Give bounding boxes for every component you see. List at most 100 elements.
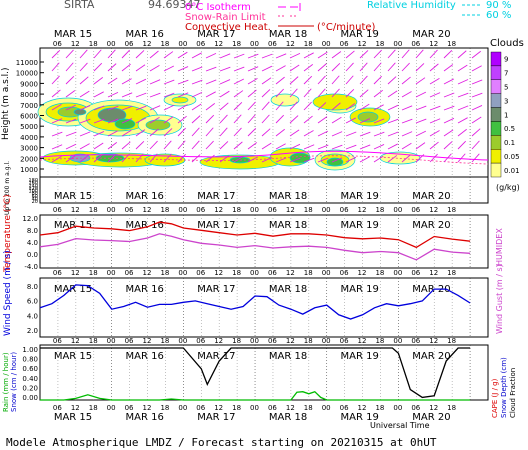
wind-arrow — [303, 101, 312, 111]
lowlevel-tick: 60 — [32, 194, 38, 200]
day-label: MAR 18 — [269, 220, 307, 231]
wind-arrow — [429, 49, 438, 59]
wind-arrow — [359, 144, 371, 150]
wind-arrow — [443, 49, 453, 59]
windspeed-tick: 6.0 — [27, 298, 38, 306]
wind-arrow — [247, 127, 257, 137]
hour-label: 00 — [322, 337, 331, 345]
hour-label: 18 — [232, 269, 241, 277]
wind-arrow — [443, 64, 454, 72]
day-label: MAR 15 — [54, 284, 92, 295]
wind-arrow — [401, 154, 411, 163]
hour-labels: 06 06 06 06 06 12 12 12 12 12 18 18 18 18 18 00 00 00 00 00… — [53, 40, 456, 412]
wind-arrow — [177, 66, 189, 72]
wind-arrow — [205, 127, 214, 137]
hour-label: 18 — [160, 337, 169, 345]
colorbar-level: 7 — [504, 70, 508, 78]
wind-arrow — [233, 90, 244, 98]
wind-arrow — [415, 77, 426, 85]
wind-arrow — [303, 52, 314, 59]
universal-time-label: Universal Time — [370, 421, 430, 430]
wind-arrow — [177, 140, 186, 150]
wind-arrow — [163, 79, 175, 85]
hour-label: 06 — [411, 269, 420, 277]
wind-arrow — [93, 118, 105, 124]
wind-arrow — [163, 116, 174, 124]
day-label: MAR 16 — [126, 191, 164, 202]
wind-arrow — [205, 52, 217, 59]
wind-arrow — [233, 114, 242, 124]
day-label: MAR 18 — [269, 351, 307, 362]
day-label: MAR 15 — [54, 220, 92, 231]
wind-arrow — [345, 156, 357, 163]
hour-label: 18 — [447, 206, 456, 214]
wind-arrow — [373, 104, 384, 111]
hour-label: 00 — [250, 337, 259, 345]
wind-arrow — [373, 144, 385, 150]
footer-caption: Modele Atmospherique LMDZ / Forecast sta… — [6, 436, 437, 449]
windspeed-axis-label: Wind Speed (m / s) — [3, 250, 13, 336]
wind-arrow — [289, 52, 301, 59]
lowlevel-tick: 20 — [32, 199, 38, 205]
colorbar-level: 0.05 — [504, 153, 520, 161]
day-label: MAR 16 — [126, 284, 164, 295]
hour-label: 06 — [196, 337, 205, 345]
day-label: MAR 20 — [412, 220, 450, 231]
hour-label: 12 — [286, 337, 295, 345]
hour-label: 18 — [232, 337, 241, 345]
hour-label: 06 — [411, 40, 420, 48]
wind-arrow — [289, 101, 298, 111]
panel-rain-frame — [39, 344, 489, 401]
wind-arrow — [275, 76, 285, 85]
wind-arrow — [65, 143, 77, 150]
wind-arrow — [471, 65, 482, 72]
wind-arrow — [135, 129, 146, 137]
wind-arrow — [429, 105, 441, 111]
wind-arrow — [275, 101, 284, 111]
colorbar-swatch — [490, 93, 502, 108]
hour-label: 12 — [71, 40, 80, 48]
height-tick: 11000 — [16, 59, 38, 67]
hour-label: 06 — [340, 337, 349, 345]
day-label: MAR 20 — [412, 29, 450, 40]
wind-arrow — [107, 63, 117, 72]
wind-arrow — [401, 76, 411, 85]
wind-arrow — [149, 128, 159, 137]
series-humidex — [39, 233, 471, 261]
day-label: MAR 18 — [269, 191, 307, 202]
cloud-patch — [97, 107, 127, 123]
wind-arrow — [51, 49, 61, 59]
lowlevel-tick: 100 — [28, 189, 38, 195]
wind-arrow — [121, 63, 131, 72]
height-tick: 2000 — [20, 155, 38, 163]
cloud-water-field — [37, 93, 489, 171]
hour-label: 12 — [429, 206, 438, 214]
wind-arrow — [289, 76, 299, 85]
hour-label: 06 — [340, 40, 349, 48]
day-label: MAR 20 — [412, 412, 450, 423]
temperature-tick: -4.0 — [24, 263, 38, 271]
wind-arrow — [163, 128, 173, 137]
wind-arrow — [303, 75, 313, 85]
temperature-tick: 4.0 — [27, 239, 38, 247]
wind-arrow — [177, 79, 189, 85]
hour-label: 18 — [375, 404, 384, 412]
hour-label: 00 — [178, 404, 187, 412]
wind-arrow — [331, 88, 340, 98]
wind-arrow — [233, 78, 245, 85]
day-label: MAR 17 — [197, 351, 235, 362]
hour-label: 06 — [196, 206, 205, 214]
wind-arrow — [275, 128, 285, 137]
hour-label: 06 — [196, 404, 205, 412]
wind-arrow — [373, 89, 383, 98]
wind-arrow — [401, 131, 413, 137]
snowrain-line — [39, 155, 489, 165]
wind-arrow — [219, 66, 231, 72]
colorbar-swatch — [490, 79, 502, 94]
day-labels: MAR 15 MAR 15 MAR 15 MAR 15 MAR 15 MAR 15 MAR … — [54, 29, 451, 423]
wind-arrow — [135, 117, 147, 124]
hour-label: 12 — [358, 40, 367, 48]
wind-arrow — [275, 157, 287, 163]
wind-arrow — [359, 50, 369, 59]
wind-arrow — [247, 89, 257, 98]
